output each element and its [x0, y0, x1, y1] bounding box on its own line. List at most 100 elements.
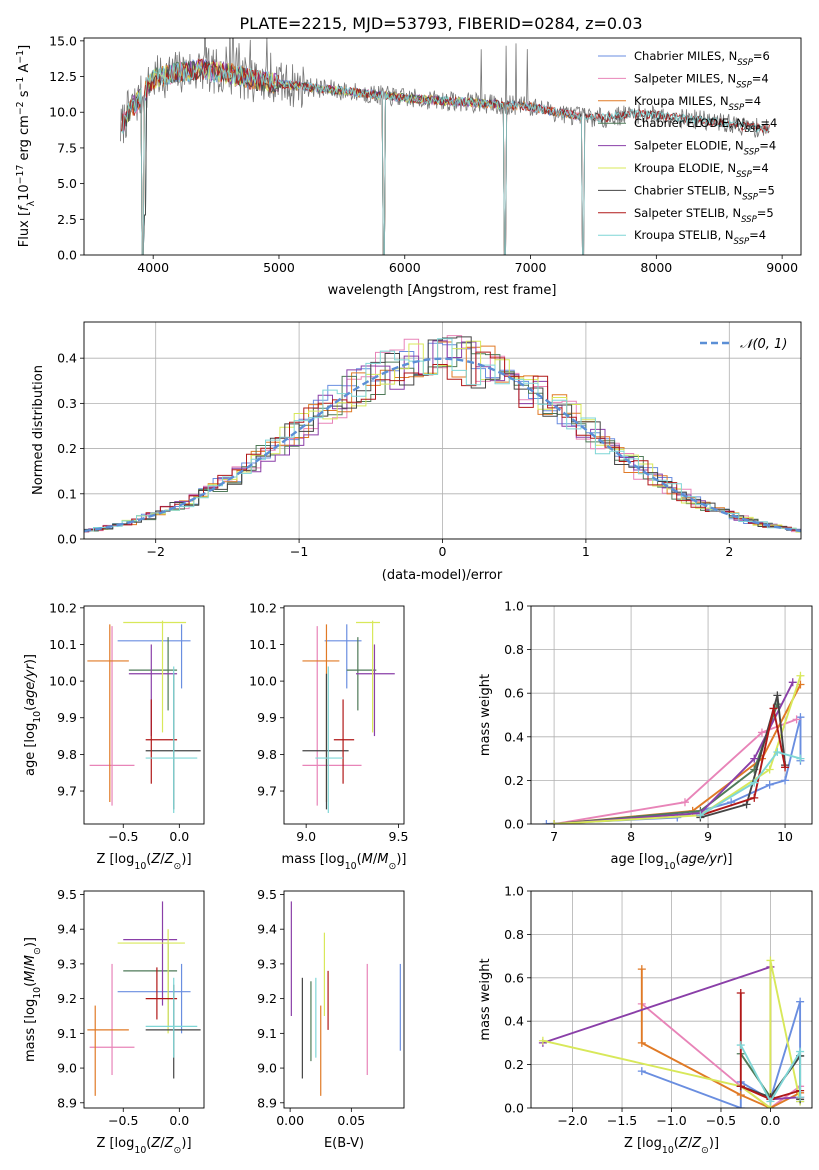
y-axis-label-part: age/yr: [23, 662, 38, 705]
x-tick-label: 7: [550, 829, 558, 844]
y-tick-label: 9.5: [57, 887, 77, 902]
weight-point-marker: [637, 1067, 646, 1076]
legend-model-name: Kroupa ELODIE, N: [634, 161, 736, 175]
x-axis-label-part: E(B-V): [324, 1136, 364, 1151]
panel-spectrum: 4000 5000 6000 7000 8000 9000 0.0 2.5 5.0 7.5 10.0…: [15, 33, 802, 298]
x-axis-label-part: age/yr: [681, 852, 724, 867]
legend-model-name: Chabrier STELIB, N: [634, 183, 742, 197]
x-axis-label-part: ⊙: [174, 861, 182, 872]
weight-point-marker: [765, 780, 774, 789]
residual-histogram-line: [84, 336, 801, 533]
y-tick-label: 0.4: [504, 1014, 524, 1029]
x-axis-label-part: M: [377, 852, 388, 867]
legend-model-name: Salpeter ELODIE, N: [634, 139, 744, 153]
spectrum-y-axis-label-part: ]: [17, 45, 32, 50]
residual-x-axis-label-part: (data-model)/error: [382, 568, 503, 583]
y-tick-label: 7.5: [57, 140, 77, 155]
x-axis-label-part: ⊙: [701, 1145, 709, 1156]
axes-frame: [530, 890, 813, 1109]
legend-nssp: =4: [752, 71, 769, 85]
y-tick-label: 0.4: [504, 729, 524, 744]
legend-entry-label: Chabrier ELODIE, NSSP=4: [634, 116, 777, 135]
x-axis-label-part: 10: [134, 1145, 146, 1156]
y-tick-label: 0.2: [57, 441, 77, 456]
x-axis-label-part: Z: [164, 1136, 175, 1151]
x-tick-label: 6000: [389, 260, 421, 275]
weight-point-marker: [750, 793, 759, 802]
weight-point-marker: [792, 715, 801, 724]
y-tick-label: 9.7: [257, 784, 277, 799]
x-tick-label: −0.5: [706, 1113, 736, 1128]
plot-area-spectrum: [120, 38, 770, 255]
legend-entry-label: Kroupa STELIB, NSSP=4: [634, 228, 766, 247]
weight-point-marker: [736, 1090, 745, 1099]
x-tick-label: 8000: [640, 260, 672, 275]
y-tick-label: 12.5: [49, 69, 77, 84]
residual-x-axis-label: (data-model)/error: [382, 568, 503, 583]
x-tick-label: 1: [582, 544, 590, 559]
weight-point-marker: [542, 820, 551, 824]
weight-series-line: [542, 960, 802, 1108]
x-axis-label-part: /: [160, 1136, 165, 1151]
x-axis-label-part: )]: [722, 852, 732, 867]
x-axis-label-part: Z: [691, 1136, 702, 1151]
y-tick-label: 0.3: [57, 396, 77, 411]
weight-point-marker: [773, 748, 782, 757]
plot-area-weight-vs-age: [531, 606, 812, 824]
x-axis-label-part: M: [362, 852, 373, 867]
y-tick-label: 9.9: [57, 710, 77, 725]
weight-point-marker: [796, 1093, 805, 1102]
weight-point-marker: [736, 1041, 745, 1050]
spectrum-y-axis-label-part: erg cm: [17, 115, 32, 164]
x-axis-label-part: 10: [134, 861, 146, 872]
y-axis-label-part: (: [23, 982, 38, 987]
x-axis-label: mass [log10(M/M⊙)]: [282, 852, 407, 872]
spectrum-y-axis-label-part: λ: [26, 200, 37, 206]
legend-model-name: Kroupa MILES, N: [634, 94, 729, 108]
y-tick-label: 1.0: [504, 599, 524, 614]
x-axis-label-part: 10: [662, 1145, 674, 1156]
axes-frame: [83, 890, 205, 1109]
x-axis-label-part: )]: [181, 852, 191, 867]
spectrum-y-axis-label-part: f: [17, 204, 32, 211]
legend-label-normal: 𝒩(0, 1): [740, 337, 787, 352]
legend-sub: SSP: [736, 170, 752, 180]
y-tick-label: 9.7: [57, 784, 77, 799]
legend-nssp: =4: [759, 139, 776, 153]
y-tick-label: 10.2: [249, 600, 277, 615]
y-tick-label: 15.0: [49, 33, 77, 48]
weight-point-marker: [796, 1047, 805, 1056]
axes-frame: [283, 890, 405, 1109]
weight-point-marker: [769, 704, 778, 713]
y-tick-label: 0.6: [504, 686, 524, 701]
panel-age-vs-Z: −0.5 0.09.79.89.910.010.110.2Z [log10(Z/Z…: [23, 600, 205, 872]
y-axis-label: mass weight: [478, 958, 493, 1040]
x-axis-label-part: Z [log: [96, 852, 134, 867]
y-tick-label: 0.1: [57, 486, 77, 501]
spectrum-y-axis-label-part: A: [17, 64, 32, 77]
weight-point-marker: [736, 988, 745, 997]
x-axis-label-part: Z: [150, 852, 161, 867]
x-tick-label: −0.5: [108, 829, 138, 844]
figure-title: PLATE=2215, MJD=53793, FIBERID=0284, z=0…: [239, 14, 642, 33]
normal-reference-curve: [84, 357, 801, 533]
legend-entry-label: Salpeter MILES, NSSP=4: [634, 71, 769, 90]
plot-area-residuals: [84, 322, 801, 539]
y-axis-label-part: mass [log: [23, 999, 38, 1062]
axes-frame: [83, 605, 205, 825]
y-tick-label: 10.0: [49, 105, 77, 120]
y-axis-label-part: 10: [32, 987, 43, 999]
legend-nssp: =5: [758, 183, 775, 197]
axes-frame: [283, 605, 405, 825]
x-axis-label: Z [log10(Z/Z⊙)]: [96, 1136, 191, 1156]
spectrum-y-axis-label-part: Flux [: [17, 211, 32, 247]
y-tick-label: 10.1: [49, 637, 77, 652]
spectrum-y-axis-label: Flux [fλ10−17 erg cm−2 s−1 A−1]: [15, 45, 37, 247]
plot-area-mass-vs-ebv: [290, 901, 401, 1096]
plot-area-mass-vs-Z: [87, 901, 201, 1096]
x-axis-label-part: (: [357, 852, 362, 867]
y-tick-label: 0.0: [504, 1101, 524, 1116]
legend-model-name: Salpeter STELIB, N: [634, 206, 741, 220]
x-axis-label: Z [log10(Z/Z⊙)]: [96, 852, 191, 872]
